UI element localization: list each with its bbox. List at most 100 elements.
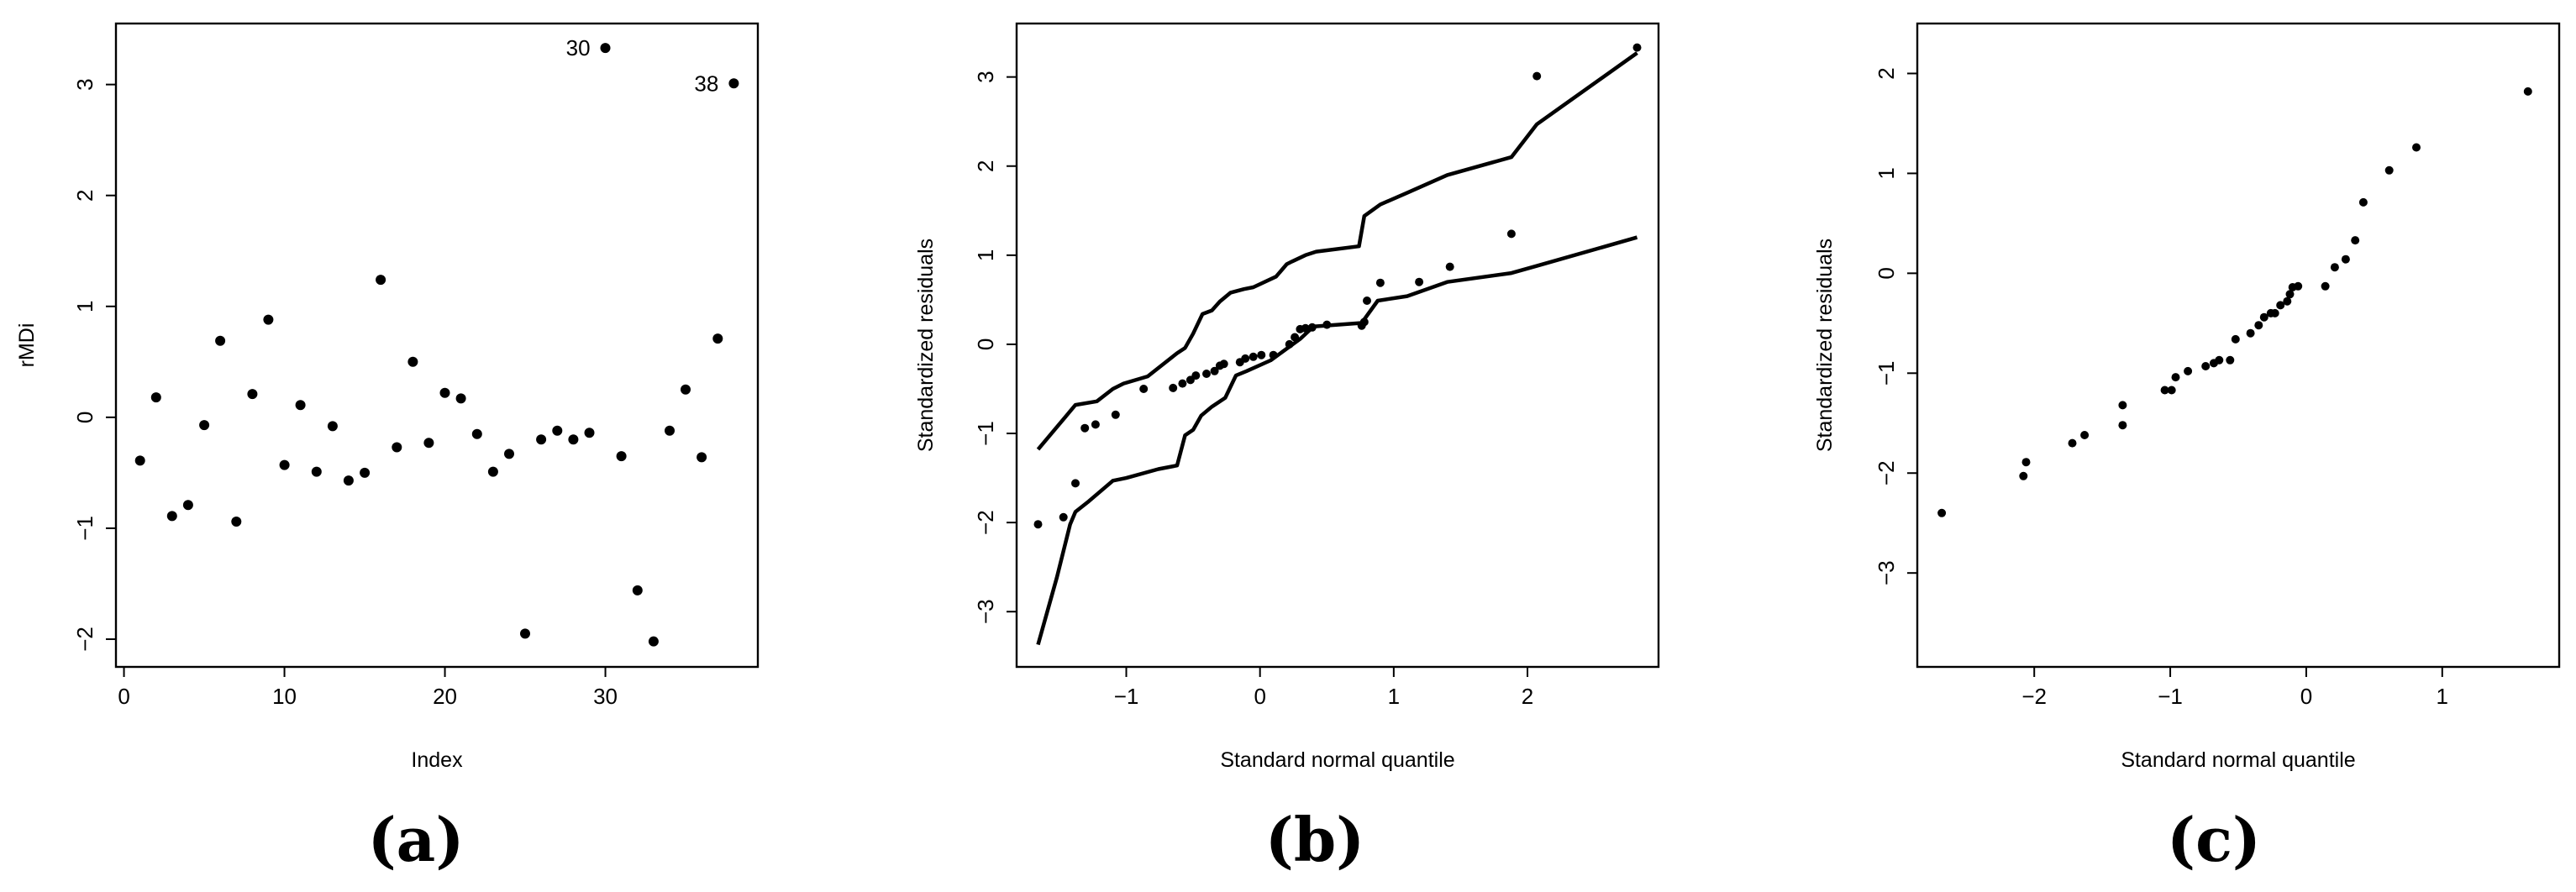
y-tick-label: 2 xyxy=(973,160,998,172)
data-point xyxy=(1532,71,1542,81)
data-point xyxy=(2384,165,2394,175)
axis-ticks: −2 −1 0 1 −3 −2 −1 0 1 2 xyxy=(1874,67,2448,709)
data-point xyxy=(295,400,306,411)
point-label: 30 xyxy=(566,35,591,60)
data-point xyxy=(2118,401,2127,410)
data-point xyxy=(1359,317,1369,327)
data-point xyxy=(1257,350,1266,359)
data-point xyxy=(1071,479,1080,488)
data-point xyxy=(697,452,707,463)
data-point xyxy=(632,585,643,596)
data-point xyxy=(2226,355,2235,365)
plot-frame xyxy=(114,22,760,669)
envelopes xyxy=(1036,51,1638,646)
data-point xyxy=(1219,359,1228,369)
data-point xyxy=(504,449,514,459)
data-point xyxy=(2080,431,2090,439)
x-tick-label: 30 xyxy=(593,684,618,709)
y-tick-label: 2 xyxy=(72,189,97,201)
x-axis-title: Index xyxy=(411,748,463,772)
data-point xyxy=(407,356,418,367)
x-tick-label: 2 xyxy=(1522,684,1533,709)
data-point xyxy=(584,428,595,438)
y-tick-label: −2 xyxy=(973,510,998,535)
points xyxy=(1033,43,1642,529)
data-point xyxy=(536,434,547,445)
y-tick-label: −3 xyxy=(1874,560,1899,585)
data-point xyxy=(2283,296,2292,306)
y-tick-label: 3 xyxy=(72,78,97,90)
data-point xyxy=(1091,420,1100,429)
data-point xyxy=(2171,373,2180,382)
y-tick-label: −1 xyxy=(973,421,998,446)
data-point xyxy=(2160,386,2169,395)
data-point xyxy=(1139,385,1149,393)
y-tick-label: 1 xyxy=(72,301,97,312)
data-point xyxy=(568,434,579,445)
x-tick-label: −2 xyxy=(2021,684,2047,709)
point-label: 38 xyxy=(694,71,718,96)
data-point xyxy=(1033,520,1043,529)
data-point xyxy=(2118,421,2127,430)
plot-frame xyxy=(1015,22,1660,669)
x-tick-label: 1 xyxy=(1388,684,1400,709)
y-axis-title: Standardized residuals xyxy=(914,239,938,452)
data-point xyxy=(2019,471,2028,480)
y-tick-label: 1 xyxy=(1874,167,1899,179)
data-point xyxy=(134,455,145,466)
data-point xyxy=(2351,236,2360,245)
data-point xyxy=(2259,312,2268,322)
plot-frame xyxy=(1916,22,2561,669)
y-tick-label: −3 xyxy=(973,599,998,624)
data-point xyxy=(1307,323,1317,332)
y-tick-label: −1 xyxy=(72,516,97,541)
data-point xyxy=(1291,333,1300,342)
data-point xyxy=(712,333,723,344)
envelope-upper-line xyxy=(1036,51,1638,451)
data-point xyxy=(2246,328,2255,338)
x-tick-label: −1 xyxy=(2158,684,2183,709)
data-point xyxy=(2068,438,2077,448)
data-point xyxy=(681,384,691,395)
points xyxy=(1937,87,2532,517)
data-point xyxy=(616,451,627,462)
panel-label: (a) xyxy=(368,804,465,875)
data-point xyxy=(1506,229,1516,239)
x-axis-title: Standard normal quantile xyxy=(2121,748,2355,772)
data-point xyxy=(2330,263,2339,272)
data-point xyxy=(279,459,290,470)
data-point xyxy=(1632,43,1642,52)
data-point xyxy=(728,78,739,89)
data-point xyxy=(182,500,193,511)
panel-a: 0 10 20 30 −2 −1 0 1 2 3 30 38 Index rMDi (a) xyxy=(15,22,760,875)
data-point xyxy=(2167,386,2176,395)
axis-ticks: −1 0 1 2 −3 −2 −1 0 1 2 3 xyxy=(973,71,1533,709)
data-point xyxy=(1269,350,1278,359)
envelope-lower-line xyxy=(1036,235,1638,646)
y-axis-title: Standardized residuals xyxy=(1813,239,1837,452)
data-point xyxy=(439,387,450,398)
x-axis-title: Standard normal quantile xyxy=(1220,748,1454,772)
y-tick-label: 0 xyxy=(973,338,998,350)
data-point xyxy=(1363,296,1371,305)
data-point xyxy=(2254,321,2263,330)
data-point xyxy=(2215,355,2224,365)
axis-ticks: 0 10 20 30 −2 −1 0 1 2 3 xyxy=(72,78,618,709)
data-point xyxy=(423,438,434,449)
data-point xyxy=(552,425,563,436)
data-point xyxy=(1080,423,1090,433)
data-point xyxy=(1210,366,1219,375)
panel-label: (b) xyxy=(1265,804,1364,875)
data-point xyxy=(1375,278,1385,287)
data-point xyxy=(360,467,371,478)
data-point xyxy=(2523,87,2532,96)
data-point xyxy=(2270,308,2279,317)
data-point xyxy=(1322,320,1332,329)
x-tick-label: 20 xyxy=(433,684,457,709)
data-point xyxy=(471,428,482,439)
data-point xyxy=(1169,383,1178,392)
data-point xyxy=(2358,197,2368,207)
data-point xyxy=(2341,254,2350,264)
data-point xyxy=(2294,281,2303,291)
